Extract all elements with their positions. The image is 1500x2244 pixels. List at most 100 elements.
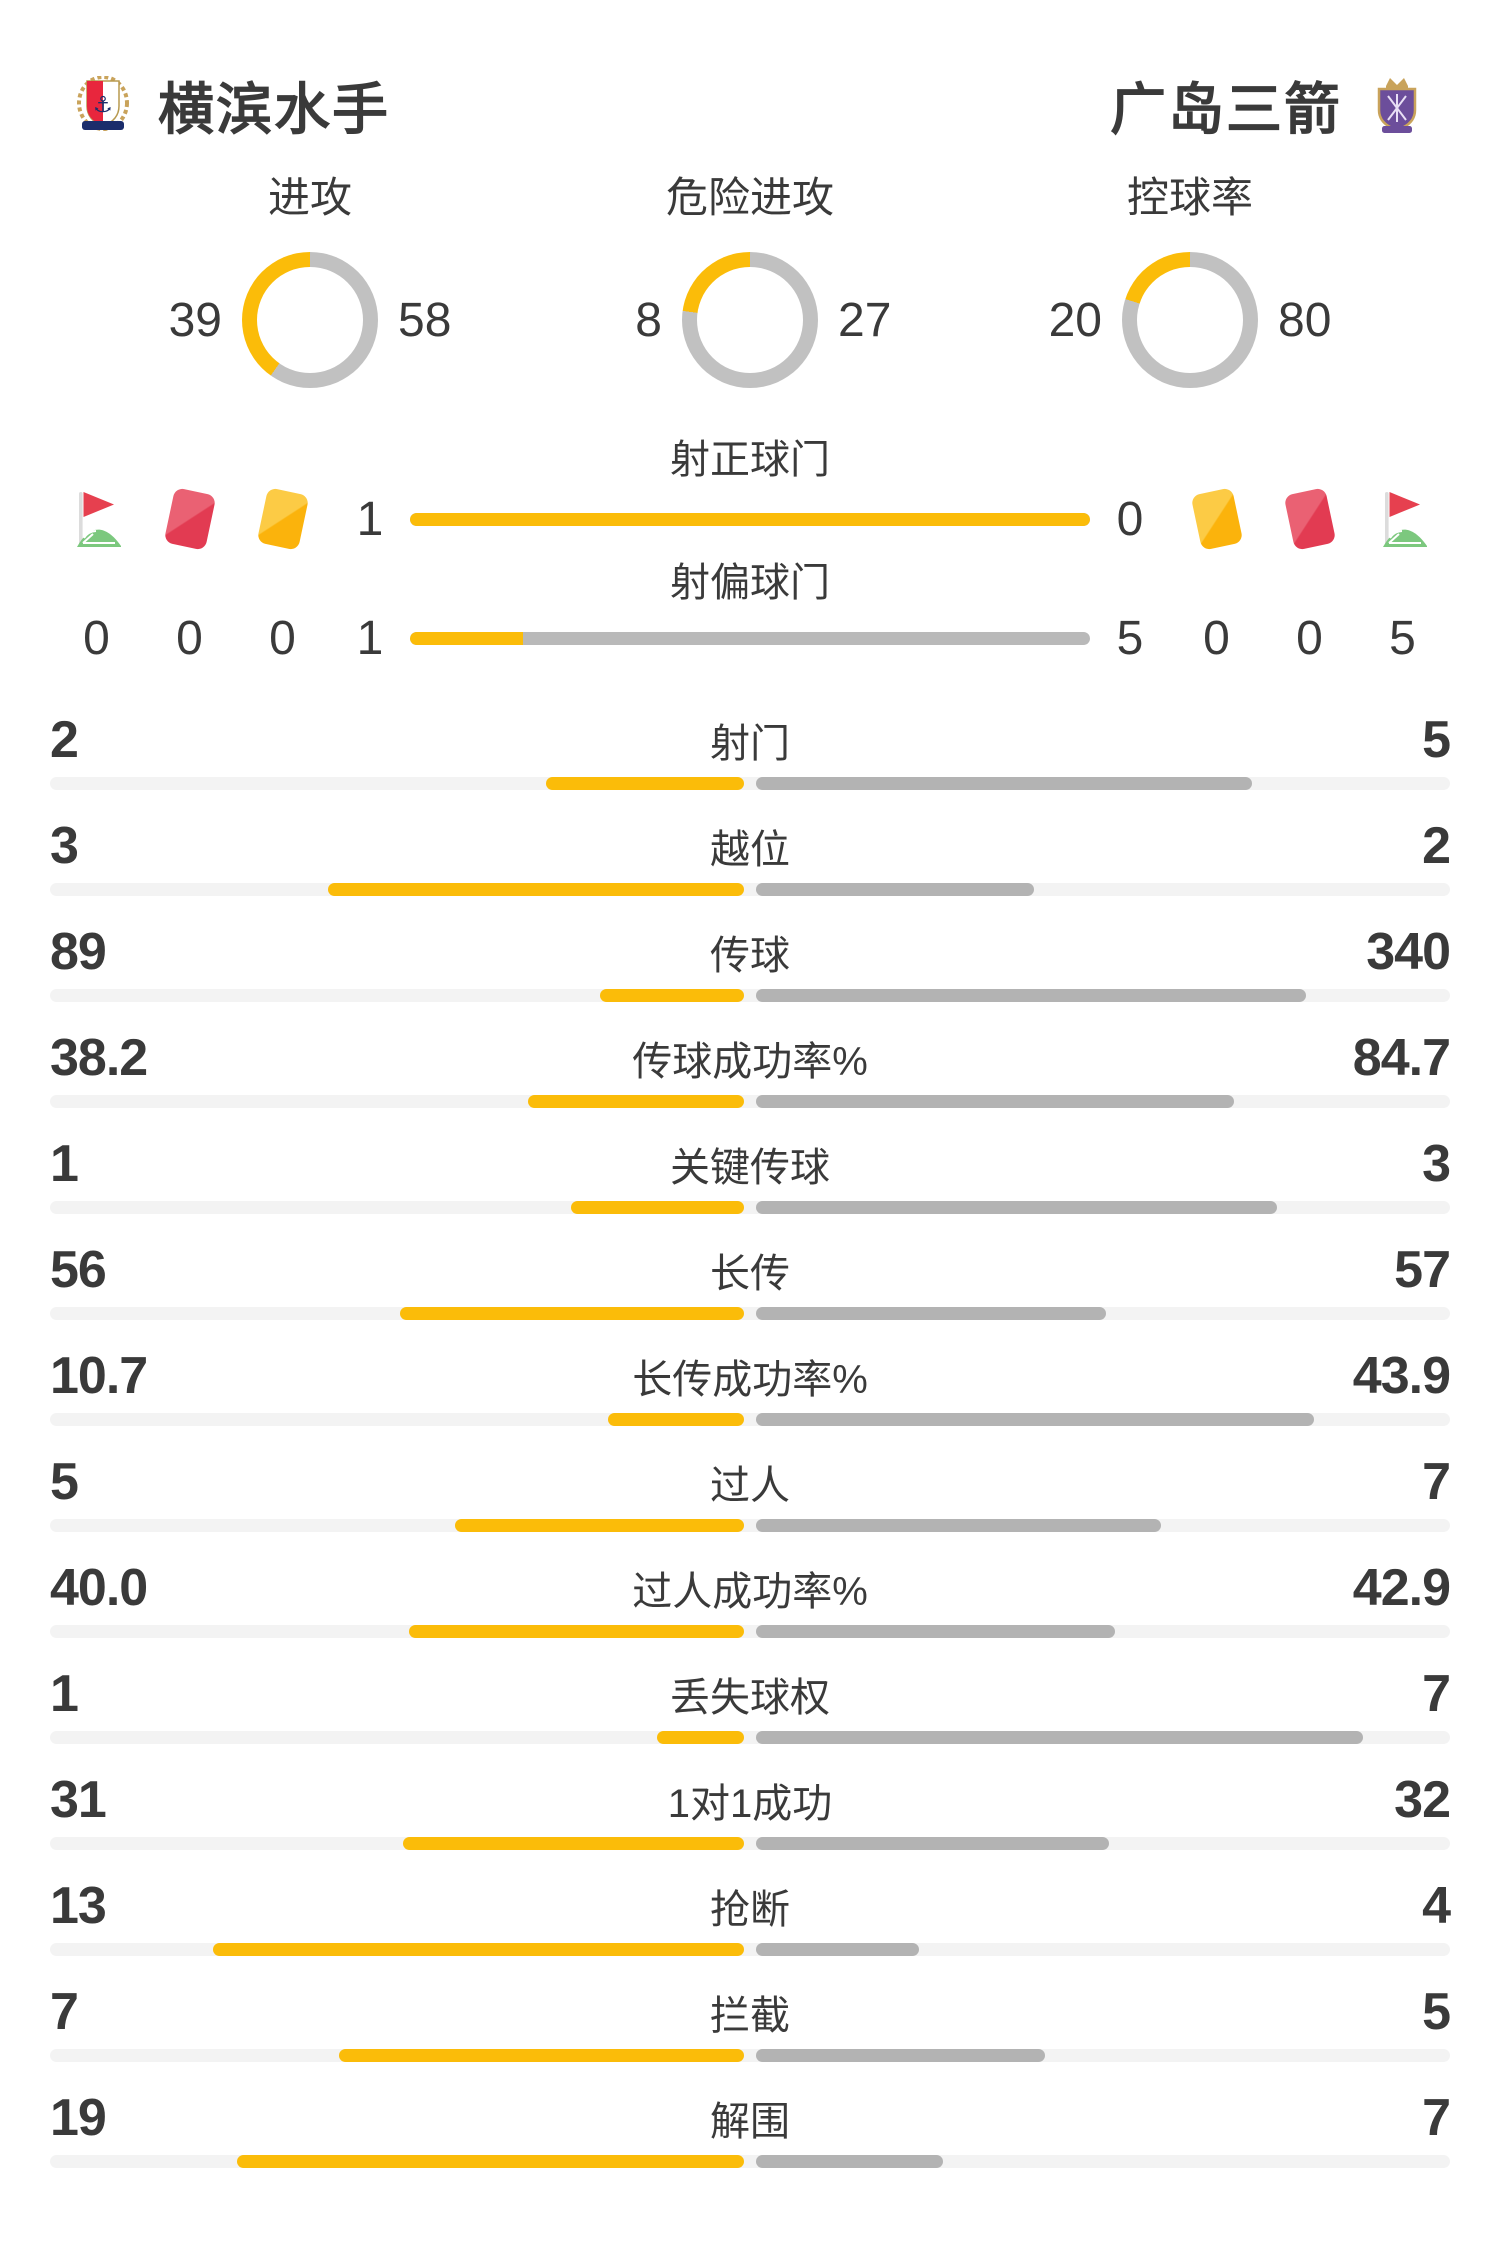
stat-bar-track [50,777,1450,790]
stat-bar-track [50,1307,1450,1320]
stat-away-value: 7 [1422,1453,1451,1511]
stat-bar-home [657,1731,744,1744]
red-card-icon [163,487,216,551]
stat-bar-home [402,1837,744,1850]
stat-label: 传球成功率% [632,1040,868,1084]
home-team[interactable]: ⚓ 横滨水手 [76,65,390,146]
stat-label: 长传 [710,1252,790,1296]
stat-home-value: 3 [50,817,79,875]
stat-row: 38.2 传球成功率% 84.7 [50,1028,1451,1108]
stat-bar-away [756,1307,1107,1320]
away-discipline-icons [1170,487,1450,551]
stat-bar-track [50,2049,1450,2062]
shots-off-target-row: 0 0 0 1 5 0 0 5 [50,611,1450,665]
stat-bar-home [339,2049,744,2062]
stat-label: 过人成功率% [632,1570,868,1614]
discipline-slot [50,488,143,550]
stat-bar-track [50,1095,1450,1108]
stat-bar-away [756,2049,1046,2062]
stat-row: 1 丢失球权 7 [50,1664,1451,1744]
discipline-slot [236,487,329,551]
discipline-count: 0 [83,612,110,665]
donut-hole [697,267,803,373]
stat-home-value: 56 [50,1241,107,1299]
stat-home-value: 7 [50,1983,79,2041]
stat-away-value: 340 [1366,923,1451,981]
donut-away-value: 58 [398,293,452,347]
stat-label: 丢失球权 [670,1676,830,1720]
away-team[interactable]: 广岛三箭 [1110,65,1424,146]
discipline-count: 0 [176,612,203,665]
home-discipline-icons [50,487,330,551]
away-team-logo-icon [1370,76,1424,134]
stat-away-value: 7 [1422,2089,1451,2147]
stat-bar-home [409,1625,744,1638]
shots-on-target-home-value: 1 [356,492,384,546]
stat-home-value: 89 [50,923,107,981]
stat-home-value: 19 [50,2089,107,2147]
donut-hole [1137,267,1243,373]
discipline-slot [143,487,236,551]
stat-home-value: 10.7 [50,1347,148,1405]
discipline-count: 0 [269,612,296,665]
stat-bar-away [756,1731,1364,1744]
corner-flag-icon [1375,489,1431,549]
stat-row: 10.7 长传成功率% 43.9 [50,1346,1451,1426]
shots-off-target-bar-fill [410,632,524,645]
stat-row: 40.0 过人成功率% 42.9 [50,1558,1451,1638]
corner-flag-icon [69,489,125,549]
stat-bar-track [50,1731,1450,1744]
shots-off-target-home-value: 1 [356,612,384,665]
stat-home-value: 13 [50,1877,107,1935]
stat-bar-away [756,1625,1116,1638]
shots-off-target-bar [410,632,1090,645]
stat-bar-track [50,2155,1450,2168]
stat-label: 抢断 [710,1888,790,1932]
donut-stat: 危险进攻 8 27 [530,177,970,388]
shots-section: 射正球门 1 0 射偏球门 0 0 0 [50,440,1450,665]
red-card-icon [1283,487,1336,551]
stat-away-value: 2 [1422,817,1451,875]
away-team-name: 广岛三箭 [1110,77,1342,141]
stat-home-value: 1 [50,1665,79,1723]
home-team-name: 横滨水手 [158,77,390,141]
stat-away-value: 7 [1422,1665,1451,1723]
stat-bar-away [756,989,1307,1002]
donut-away-value: 27 [838,293,892,347]
stat-bar-home [608,1413,744,1426]
stat-away-value: 84.7 [1352,1029,1451,1087]
stat-bar-home [570,1201,744,1214]
donut-chart [1122,252,1258,388]
stat-label: 长传成功率% [632,1358,868,1402]
stat-away-value: 57 [1394,1241,1451,1299]
stat-bar-home [400,1307,744,1320]
stat-bar-home [545,777,744,790]
stat-home-value: 1 [50,1135,79,1193]
shots-on-target-row: 1 0 [50,487,1450,551]
stat-home-value: 2 [50,711,79,769]
match-header: ⚓ 横滨水手 广岛三箭 [50,76,1450,141]
donut-chart [682,252,818,388]
stat-away-value: 4 [1422,1877,1451,1935]
stat-home-value: 40.0 [50,1559,148,1617]
stat-rows-section: 2 射门 5 3 越位 2 89 传球 340 [50,710,1451,2168]
discipline-slot [1356,488,1449,550]
stat-row: 1 关键传球 3 [50,1134,1451,1214]
stat-label: 越位 [710,828,790,872]
stat-bar-home [236,2155,744,2168]
stat-row: 56 长传 57 [50,1240,1451,1320]
stat-label: 传球 [710,934,790,978]
donut-home-value: 39 [168,293,222,347]
home-discipline-counts: 0 0 0 [50,611,330,666]
discipline-count: 0 [1203,612,1230,665]
stat-row: 2 射门 5 [50,710,1451,790]
stat-bar-home [327,883,744,896]
donut-stat-label: 危险进攻 [665,174,834,221]
stat-home-value: 31 [50,1771,107,1829]
donut-away-value: 80 [1278,293,1332,347]
stat-bar-away [756,1943,920,1956]
shots-off-target-title: 射偏球门 [670,561,830,605]
discipline-slot [1263,487,1356,551]
stat-bar-home [454,1519,744,1532]
